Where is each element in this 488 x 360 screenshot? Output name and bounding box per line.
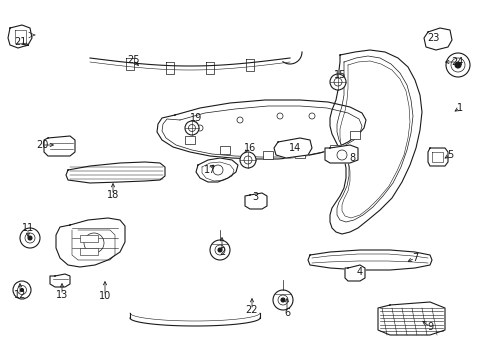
Text: 25: 25 [126,55,139,65]
Polygon shape [165,62,174,73]
Text: 18: 18 [107,190,119,200]
Polygon shape [196,158,238,182]
Polygon shape [157,100,365,159]
Polygon shape [423,28,451,50]
Text: 15: 15 [333,70,346,80]
Text: 9: 9 [426,322,432,332]
Circle shape [218,248,222,252]
Polygon shape [345,265,364,281]
Text: 4: 4 [356,267,362,277]
Circle shape [454,62,460,68]
Polygon shape [273,138,311,158]
Text: 22: 22 [245,305,258,315]
Polygon shape [205,62,214,74]
Text: 10: 10 [99,291,111,301]
Bar [294,150,305,158]
Text: 7: 7 [411,253,417,263]
Text: 2: 2 [219,247,224,257]
Text: 14: 14 [288,143,301,153]
Polygon shape [245,59,253,71]
Circle shape [336,150,346,160]
Text: 19: 19 [189,113,202,123]
Bar [220,146,229,154]
Bar [329,145,339,153]
Text: 23: 23 [426,33,438,43]
Circle shape [240,152,256,168]
Circle shape [13,281,31,299]
Circle shape [281,298,285,302]
Text: 20: 20 [36,140,48,150]
Text: 21: 21 [14,37,26,47]
Polygon shape [56,218,125,267]
Circle shape [28,236,32,240]
Text: 24: 24 [450,57,462,67]
Circle shape [272,290,292,310]
Circle shape [445,53,469,77]
Polygon shape [50,274,70,287]
Polygon shape [244,193,266,209]
Polygon shape [44,136,75,156]
Polygon shape [427,148,447,166]
Polygon shape [66,162,164,183]
Circle shape [329,74,346,90]
Polygon shape [377,302,444,335]
Circle shape [184,121,199,135]
Polygon shape [329,50,421,234]
Text: 1: 1 [456,103,462,113]
Text: 11: 11 [22,223,34,233]
Text: 6: 6 [284,308,289,318]
Text: 8: 8 [348,153,354,163]
Text: 3: 3 [251,192,258,202]
Text: 12: 12 [14,290,26,300]
Polygon shape [8,25,32,48]
Bar [349,131,359,139]
Polygon shape [325,145,357,163]
Circle shape [20,228,40,248]
Bar [80,235,98,242]
Text: 17: 17 [203,165,216,175]
Text: 5: 5 [446,150,452,160]
Circle shape [20,288,23,292]
Circle shape [209,240,229,260]
Bar [263,151,272,159]
Text: 13: 13 [56,290,68,300]
Text: 16: 16 [244,143,256,153]
Bar [80,248,98,255]
Polygon shape [307,250,431,270]
Polygon shape [126,58,134,71]
Circle shape [213,165,223,175]
Bar [184,136,195,144]
